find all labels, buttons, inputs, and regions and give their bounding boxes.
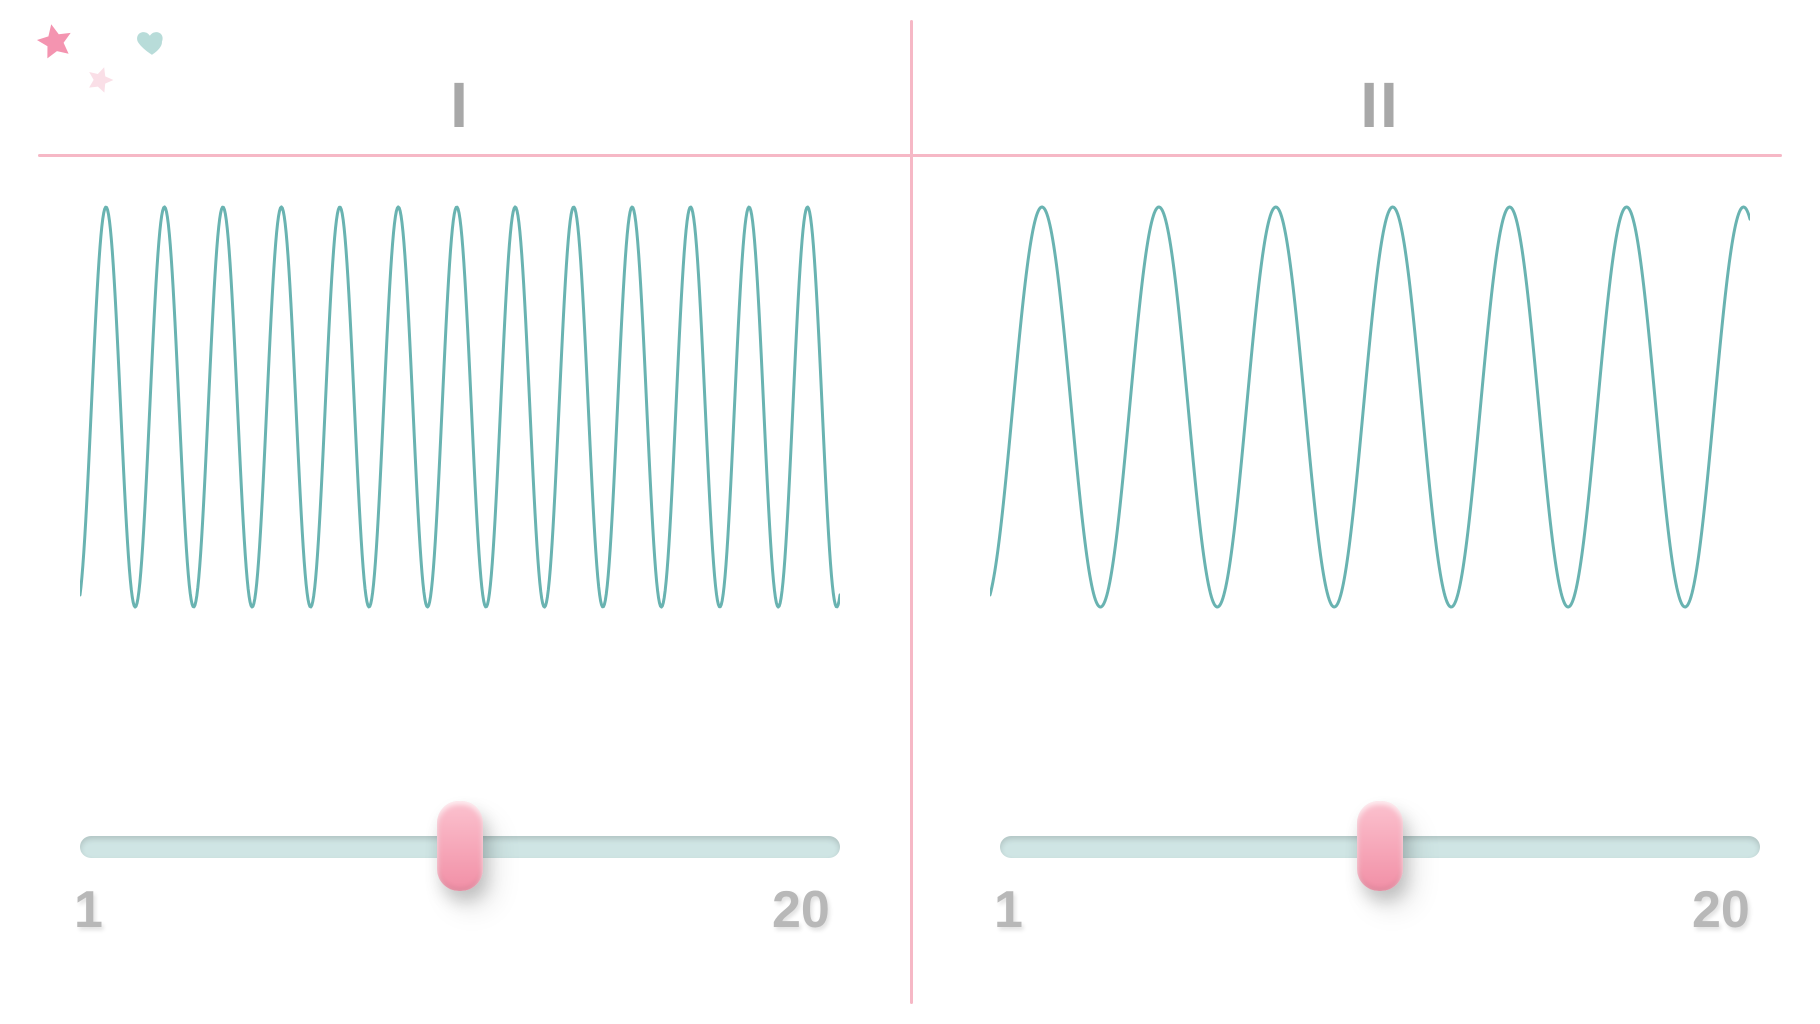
panel-title-2: II <box>1360 68 1400 142</box>
slider-max-label: 20 <box>772 880 830 940</box>
canvas: I 1 20 II 1 20 <box>0 0 1820 1024</box>
wave-chart-1 <box>80 192 840 622</box>
star-icon <box>79 59 122 102</box>
heart-icon <box>135 25 169 59</box>
vertical-divider <box>910 20 913 1004</box>
slider-min-label: 1 <box>994 880 1023 940</box>
slider-min-label: 1 <box>74 880 103 940</box>
slider-thumb[interactable] <box>437 801 483 891</box>
wave-chart-2 <box>990 192 1750 622</box>
slider-thumb[interactable] <box>1357 801 1403 891</box>
slider-max-label: 20 <box>1692 880 1750 940</box>
panel-title-1: I <box>450 68 470 142</box>
star-icon <box>28 15 83 70</box>
